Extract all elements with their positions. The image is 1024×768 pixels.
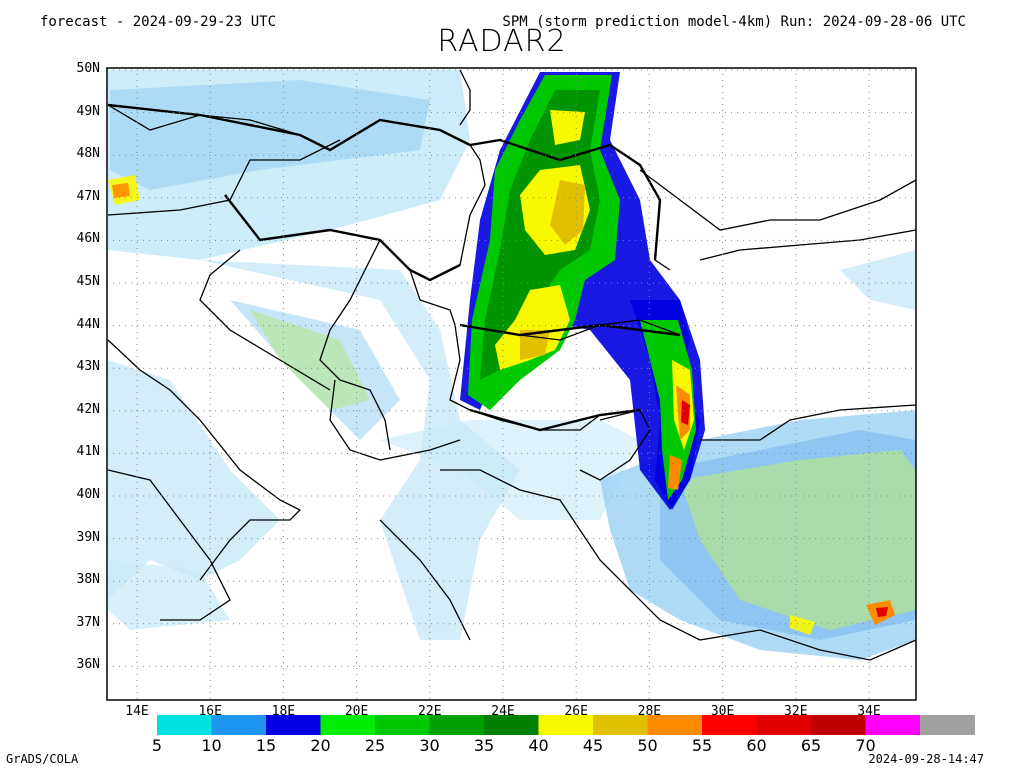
lat-label: 40N xyxy=(76,487,100,502)
lon-label: 18E xyxy=(271,704,296,719)
reflectivity-field xyxy=(108,70,916,660)
lon-label: 14E xyxy=(125,704,149,719)
colorbar-label: 20 xyxy=(310,736,331,755)
lat-label: 43N xyxy=(76,359,100,375)
colorbar xyxy=(157,715,975,735)
colorbar-swatch xyxy=(865,715,921,735)
lon-label: 16E xyxy=(198,704,222,719)
colorbar-label: 55 xyxy=(691,736,713,755)
colorbar-swatch xyxy=(647,715,703,735)
model-run: SPM (storm prediction model-4km) Run: 20… xyxy=(502,14,966,30)
colorbar-swatch xyxy=(320,715,376,735)
lat-label: 36N xyxy=(76,657,100,673)
colorbar-swatch xyxy=(266,715,321,735)
lat-label: 44N xyxy=(76,316,100,332)
lon-label: 32E xyxy=(784,704,808,719)
lon-label: 20E xyxy=(344,704,369,719)
colorbar-label: 15 xyxy=(255,736,277,755)
lat-label: 37N xyxy=(76,614,100,630)
colorbar-label: 70 xyxy=(855,736,876,755)
colorbar-label: 25 xyxy=(364,736,386,755)
lat-label: 45N xyxy=(76,274,100,289)
lat-label: 39N xyxy=(76,529,100,545)
colorbar-swatch xyxy=(375,715,430,735)
colorbar-swatch xyxy=(593,715,648,735)
colorbar-swatch xyxy=(756,715,812,735)
colorbar-label: 50 xyxy=(637,736,658,755)
lat-label: 47N xyxy=(76,188,100,204)
lon-label: 26E xyxy=(564,704,588,719)
lat-label: 38N xyxy=(76,572,100,588)
lat-label: 42N xyxy=(76,401,100,417)
timestamp-label: 2024-09-28-14:47 xyxy=(868,752,984,766)
map-title: RADAR2 xyxy=(437,24,567,59)
colorbar-label: 60 xyxy=(746,736,767,755)
map-frame xyxy=(106,67,917,701)
colorbar-swatch xyxy=(811,715,866,735)
colorbar-swatch xyxy=(211,715,267,735)
lon-label: 30E xyxy=(710,704,735,719)
lat-label: 49N xyxy=(76,103,100,119)
colorbar-label: 5 xyxy=(151,736,163,755)
credit-label: GrADS/COLA xyxy=(6,752,79,766)
lat-label: 41N xyxy=(76,444,100,460)
colorbar-swatch xyxy=(157,715,212,735)
forecast-time: forecast - 2024-09-29-23 UTC xyxy=(40,14,277,30)
colorbar-swatch xyxy=(702,715,757,735)
colorbar-swatch xyxy=(429,715,485,735)
colorbar-swatch xyxy=(920,715,975,735)
colorbar-label: 10 xyxy=(201,736,222,755)
colorbar-label: 65 xyxy=(800,736,822,755)
colorbar-label: 35 xyxy=(473,736,495,755)
lon-label: 28E xyxy=(637,704,662,719)
political-boundaries xyxy=(107,69,917,661)
colorbar-label: 45 xyxy=(582,736,604,755)
lat-label: 48N xyxy=(76,146,100,162)
colorbar-label: 40 xyxy=(528,736,549,755)
lon-label: 24E xyxy=(491,704,515,719)
lon-label: 22E xyxy=(418,704,442,719)
colorbar-label: 30 xyxy=(419,736,440,755)
lat-label: 50N xyxy=(76,61,100,76)
lon-label: 34E xyxy=(857,704,881,719)
lat-label: 46N xyxy=(76,231,100,247)
colorbar-swatch xyxy=(538,715,594,735)
colorbar-swatch xyxy=(484,715,539,735)
